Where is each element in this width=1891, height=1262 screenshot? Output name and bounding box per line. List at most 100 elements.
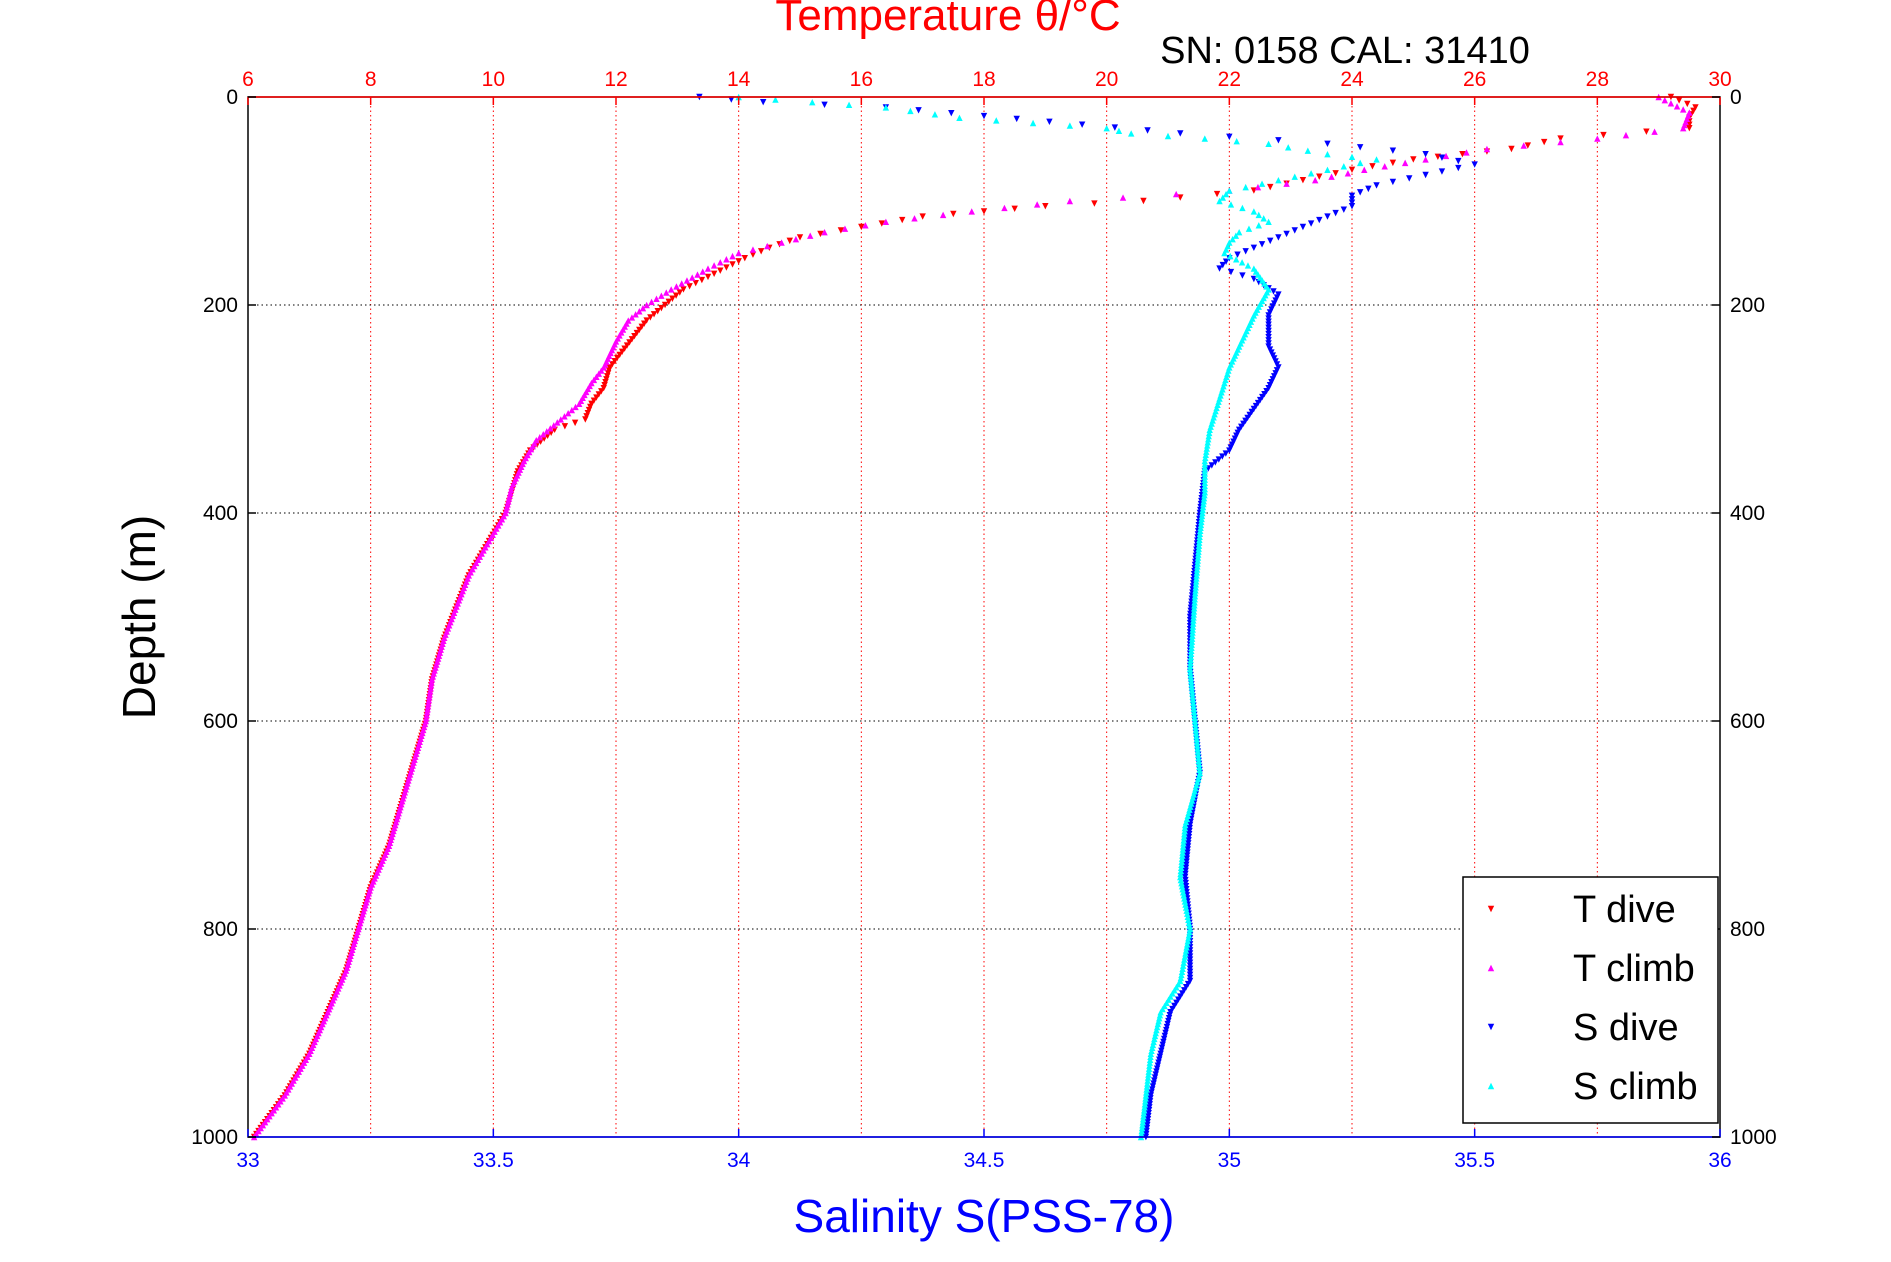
data-point (1145, 1071, 1152, 1078)
data-point (427, 688, 434, 695)
data-point (1178, 861, 1185, 868)
data-point (698, 276, 706, 284)
data-point (1381, 163, 1388, 170)
data-point (845, 101, 853, 108)
data-point (427, 685, 434, 692)
data-point (1192, 584, 1199, 591)
temperature-tick-label: 24 (1340, 68, 1364, 91)
data-point (668, 286, 675, 293)
data-point (1196, 766, 1203, 774)
data-point (650, 311, 658, 318)
data-point (1066, 197, 1074, 205)
data-point (1324, 166, 1331, 173)
data-point (1177, 876, 1185, 884)
data-point (1406, 175, 1413, 182)
data-point (1179, 849, 1186, 856)
data-point (760, 99, 767, 106)
data-point (882, 104, 890, 111)
data-point (786, 237, 793, 245)
data-point (595, 370, 603, 377)
data-point (1283, 180, 1290, 187)
data-point (1216, 265, 1223, 272)
data-point (749, 246, 757, 253)
data-point (1202, 454, 1209, 462)
data-point (1193, 575, 1200, 582)
salinity-tick-label: 34 (727, 1149, 751, 1172)
data-point (1389, 159, 1397, 167)
data-point (1066, 122, 1074, 129)
data-point (1307, 170, 1315, 177)
data-point (424, 702, 432, 710)
data-point (561, 423, 569, 430)
data-point (1197, 524, 1204, 532)
data-point (1141, 1104, 1148, 1111)
data-point (1103, 125, 1110, 132)
data-point (1680, 106, 1687, 113)
data-point (1199, 506, 1206, 514)
data-point (1348, 199, 1356, 206)
data-point (1422, 151, 1429, 158)
series-s-climb (735, 93, 1380, 1141)
temperature-tick-label: 16 (850, 68, 873, 91)
data-point (1183, 910, 1191, 917)
data-point (1195, 548, 1202, 555)
data-point (1198, 518, 1205, 526)
data-point (1194, 745, 1201, 752)
depth-tick-label-right: 1000 (1730, 1126, 1777, 1149)
data-point (425, 699, 432, 707)
data-point (426, 691, 434, 698)
data-point (1178, 971, 1185, 979)
series-t-climb (250, 93, 1693, 1141)
data-point (689, 274, 696, 281)
data-point (598, 367, 605, 374)
data-point (1178, 879, 1185, 887)
data-point (1191, 599, 1198, 606)
data-point (1190, 614, 1197, 621)
x-axis-title: Salinity S(PSS-78) (794, 1190, 1175, 1242)
data-point (704, 265, 712, 272)
data-point (1184, 913, 1191, 920)
data-point (1029, 119, 1037, 127)
data-point (1557, 135, 1564, 142)
data-point (1312, 177, 1319, 184)
data-point (1189, 690, 1196, 697)
data-point (683, 277, 691, 284)
data-point (1234, 251, 1241, 258)
legend-label: T dive (1573, 889, 1676, 931)
series-s-dive (696, 93, 1478, 1141)
data-point (1299, 177, 1307, 184)
data-point (1226, 447, 1233, 454)
data-point (1267, 183, 1274, 191)
data-point (1188, 681, 1195, 688)
data-point (1199, 509, 1206, 517)
data-point (1455, 164, 1462, 172)
data-point (1195, 760, 1203, 768)
data-point (1508, 145, 1515, 153)
data-point (653, 295, 660, 302)
temperature-tick-label: 28 (1586, 68, 1609, 91)
data-point (1046, 118, 1053, 126)
legend-label: T climb (1573, 948, 1695, 990)
data-point (1138, 1124, 1146, 1132)
data-point (1344, 170, 1352, 177)
data-point (1222, 190, 1230, 198)
data-point (1198, 512, 1206, 520)
data-point (1172, 190, 1180, 198)
data-point (1194, 554, 1202, 561)
depth-tick-label-right: 400 (1730, 502, 1765, 525)
data-point (1182, 947, 1190, 954)
data-point (1145, 1065, 1153, 1072)
data-point (1091, 200, 1098, 207)
temperature-tick-label: 22 (1218, 68, 1241, 91)
data-point (717, 267, 724, 274)
data-point (1188, 644, 1195, 651)
depth-tick-label-right: 800 (1730, 918, 1765, 941)
data-point (1275, 234, 1282, 241)
data-point (1180, 892, 1187, 899)
data-point (673, 283, 680, 290)
data-point (1193, 572, 1200, 579)
data-point (1188, 678, 1195, 685)
data-point (1195, 545, 1202, 552)
data-point (593, 373, 600, 380)
data-point (1187, 668, 1194, 676)
